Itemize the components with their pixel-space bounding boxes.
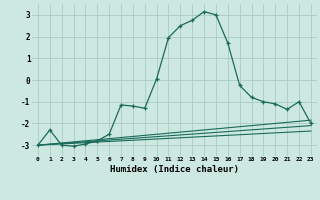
X-axis label: Humidex (Indice chaleur): Humidex (Indice chaleur) bbox=[110, 165, 239, 174]
